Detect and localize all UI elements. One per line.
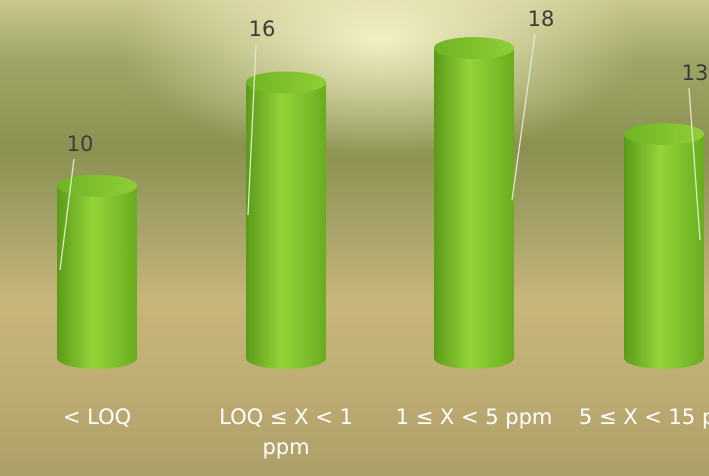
bar [57, 174, 137, 369]
bar-top [246, 71, 326, 94]
leader-line [511, 33, 536, 201]
bar [624, 123, 704, 369]
value-label: 16 [249, 17, 276, 41]
bar-top [434, 37, 514, 59]
bar-body [57, 185, 137, 369]
x-tick-label: 5 ≤ X < 15 ppm [578, 405, 709, 429]
leader-line [688, 87, 701, 241]
bar-top [57, 174, 137, 197]
x-tick-label: 1 ≤ X < 5 ppm [395, 405, 553, 429]
leader-line [59, 158, 75, 271]
bar [246, 71, 326, 369]
bar-top [624, 123, 704, 146]
bar-body [434, 48, 514, 369]
bar-body [246, 82, 326, 369]
value-label: 18 [528, 7, 555, 31]
x-tick-label: LOQ ≤ X < 1 ppm [219, 405, 353, 459]
leader-line [247, 43, 257, 216]
bar-body [624, 134, 704, 369]
value-label: 10 [67, 132, 94, 156]
bar [434, 37, 514, 369]
x-tick-label: < LOQ [62, 405, 132, 429]
value-label: 13 [682, 61, 709, 85]
